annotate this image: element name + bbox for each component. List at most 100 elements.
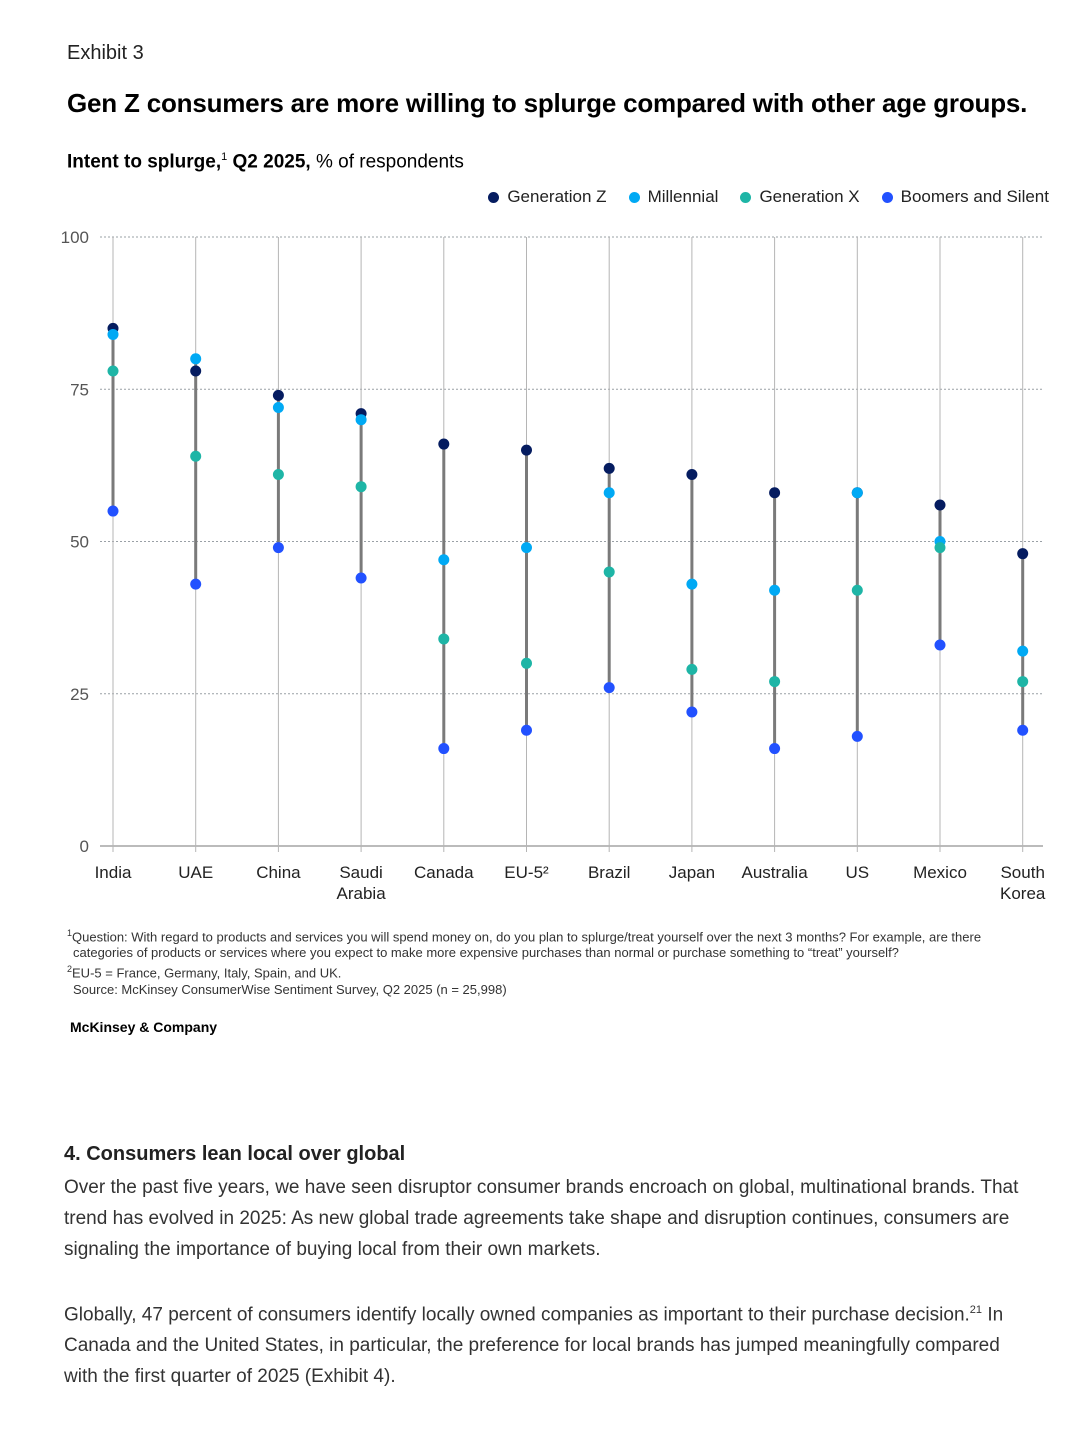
x-tick-label-7-0: Japan xyxy=(669,863,715,882)
footnote-question-line2: categories of products or services where… xyxy=(73,945,899,961)
x-tick-label-11-0: South xyxy=(1000,863,1044,882)
dot-5-1 xyxy=(521,542,532,554)
dot-1-0 xyxy=(190,365,202,377)
x-tick-label-1-0: UAE xyxy=(178,863,213,882)
y-tick-label-100: 100 xyxy=(61,228,89,247)
dot-5-3 xyxy=(521,724,532,736)
footnote-eu5: 2EU-5 = France, Germany, Italy, Spain, a… xyxy=(67,961,1047,981)
footnote-source: Source: McKinsey ConsumerWise Sentiment … xyxy=(73,981,507,997)
dot-3-2 xyxy=(355,481,367,493)
legend-marker-2 xyxy=(740,191,752,203)
legend-item-3: Boomers and Silent xyxy=(881,187,1049,207)
section-heading: 4. Consumers lean local over global xyxy=(64,1143,406,1165)
dot-4-1 xyxy=(438,554,450,566)
dot-9-3 xyxy=(851,730,863,742)
dot-3-1 xyxy=(355,414,367,426)
footnote-question: 1Question: With regard to products and s… xyxy=(67,925,1047,945)
footnotes: 1Question: With regard to products and s… xyxy=(67,925,1047,998)
x-tick-label-9-0: US xyxy=(845,863,869,882)
dot-7-3 xyxy=(686,706,698,718)
dot-6-0 xyxy=(603,462,615,474)
subtitle-footnote-marker: 1 xyxy=(221,151,228,163)
legend-marker-1 xyxy=(628,191,640,203)
dot-2-0 xyxy=(272,389,284,401)
dot-10-3 xyxy=(934,639,946,651)
y-tick-label-50: 50 xyxy=(70,533,89,552)
dot-8-0 xyxy=(769,487,781,499)
footnote-eu5-text: EU-5 = France, Germany, Italy, Spain, an… xyxy=(72,965,342,981)
dot-0-1 xyxy=(107,328,119,340)
legend-item-0: Generation Z xyxy=(488,187,607,207)
dot-11-1 xyxy=(1017,645,1029,657)
body-paragraph-2-a: Globally, 47 percent of consumers identi… xyxy=(64,1304,970,1326)
legend-marker-3 xyxy=(881,191,893,203)
y-tick-label-25: 25 xyxy=(70,685,89,704)
x-tick-label-4-0: Canada xyxy=(414,863,474,882)
dot-5-0 xyxy=(521,444,532,456)
body-paragraph-2: Globally, 47 percent of consumers identi… xyxy=(64,1295,1024,1392)
legend-marker-0 xyxy=(488,191,500,203)
dot-4-0 xyxy=(438,438,450,450)
body-paragraph-1: Over the past five years, we have seen d… xyxy=(64,1177,1019,1260)
dot-5-2 xyxy=(521,657,532,669)
footnote-question-line1: Question: With regard to products and se… xyxy=(72,929,982,945)
x-tick-label-10-0: Mexico xyxy=(913,863,967,882)
dot-8-1 xyxy=(769,584,781,596)
dot-9-1 xyxy=(851,487,863,499)
dot-11-3 xyxy=(1017,724,1029,736)
x-tick-label-6-0: Brazil xyxy=(588,863,631,882)
x-tick-label-3-1: Arabia xyxy=(337,884,387,903)
dot-6-2 xyxy=(603,566,615,578)
dot-6-3 xyxy=(603,682,615,694)
dot-2-1 xyxy=(272,402,284,414)
legend-label-3: Boomers and Silent xyxy=(900,187,1049,206)
legend-item-2: Generation X xyxy=(740,187,860,207)
subtitle-period: Q2 2025, xyxy=(227,151,311,173)
dot-10-2 xyxy=(934,542,946,554)
legend-item-1: Millennial xyxy=(628,187,719,207)
dot-4-2 xyxy=(438,633,450,645)
chart-subtitle: Intent to splurge,1 Q2 2025, % of respon… xyxy=(67,151,464,173)
x-tick-label-8-0: Australia xyxy=(742,863,809,882)
exhibit-label: Exhibit 3 xyxy=(67,42,144,64)
x-tick-label-11-1: Korea xyxy=(1000,884,1046,903)
footnote-marker-1: 1 xyxy=(67,928,73,938)
dot-0-3 xyxy=(107,505,119,517)
dot-2-2 xyxy=(272,469,284,481)
x-tick-label-5-0: EU-5² xyxy=(504,863,549,882)
dot-7-2 xyxy=(686,663,698,675)
dot-11-2 xyxy=(1017,676,1029,688)
dot-6-1 xyxy=(603,487,615,499)
dot-1-1 xyxy=(190,353,202,365)
legend-label-0: Generation Z xyxy=(507,187,607,206)
dot-range-chart: 0 25 50 75 100 India UAE China Saudi Arabia Canada… xyxy=(61,228,1046,903)
dot-1-2 xyxy=(190,450,202,462)
chart-legend: Generation Z Millennial Generation X Boomer… xyxy=(488,187,1049,207)
dot-1-3 xyxy=(190,578,202,590)
x-tick-label-2-0: China xyxy=(256,863,301,882)
dot-9-2 xyxy=(851,584,863,596)
y-tick-label-75: 75 xyxy=(70,380,89,399)
x-tick-label-0-0: India xyxy=(95,863,132,882)
dot-8-3 xyxy=(769,743,781,755)
dot-7-1 xyxy=(686,578,698,590)
dot-4-3 xyxy=(438,743,450,755)
legend-label-1: Millennial xyxy=(647,187,719,206)
brand-logo-text: McKinsey & Company xyxy=(70,1019,218,1035)
dot-0-2 xyxy=(107,365,119,377)
subtitle-bold: Intent to splurge, xyxy=(67,151,222,173)
subtitle-unit: % of respondents xyxy=(310,151,464,173)
body-paragraph-2-b: In Canada and the United States, in part… xyxy=(64,1304,1004,1388)
body-paragraph-2-footnote-marker: 21 xyxy=(969,1304,983,1316)
footnote-marker-2: 2 xyxy=(67,964,73,975)
dot-11-0 xyxy=(1017,548,1029,560)
dot-2-3 xyxy=(272,542,284,554)
dot-7-0 xyxy=(686,469,698,481)
legend-label-2: Generation X xyxy=(759,187,860,206)
dot-3-3 xyxy=(355,572,367,584)
dot-8-2 xyxy=(769,676,781,688)
dot-10-0 xyxy=(934,499,946,511)
x-tick-label-3-0: Saudi xyxy=(339,863,382,882)
chart-headline: Gen Z consumers are more willing to splu… xyxy=(67,88,1028,118)
y-tick-label-0: 0 xyxy=(80,837,89,856)
